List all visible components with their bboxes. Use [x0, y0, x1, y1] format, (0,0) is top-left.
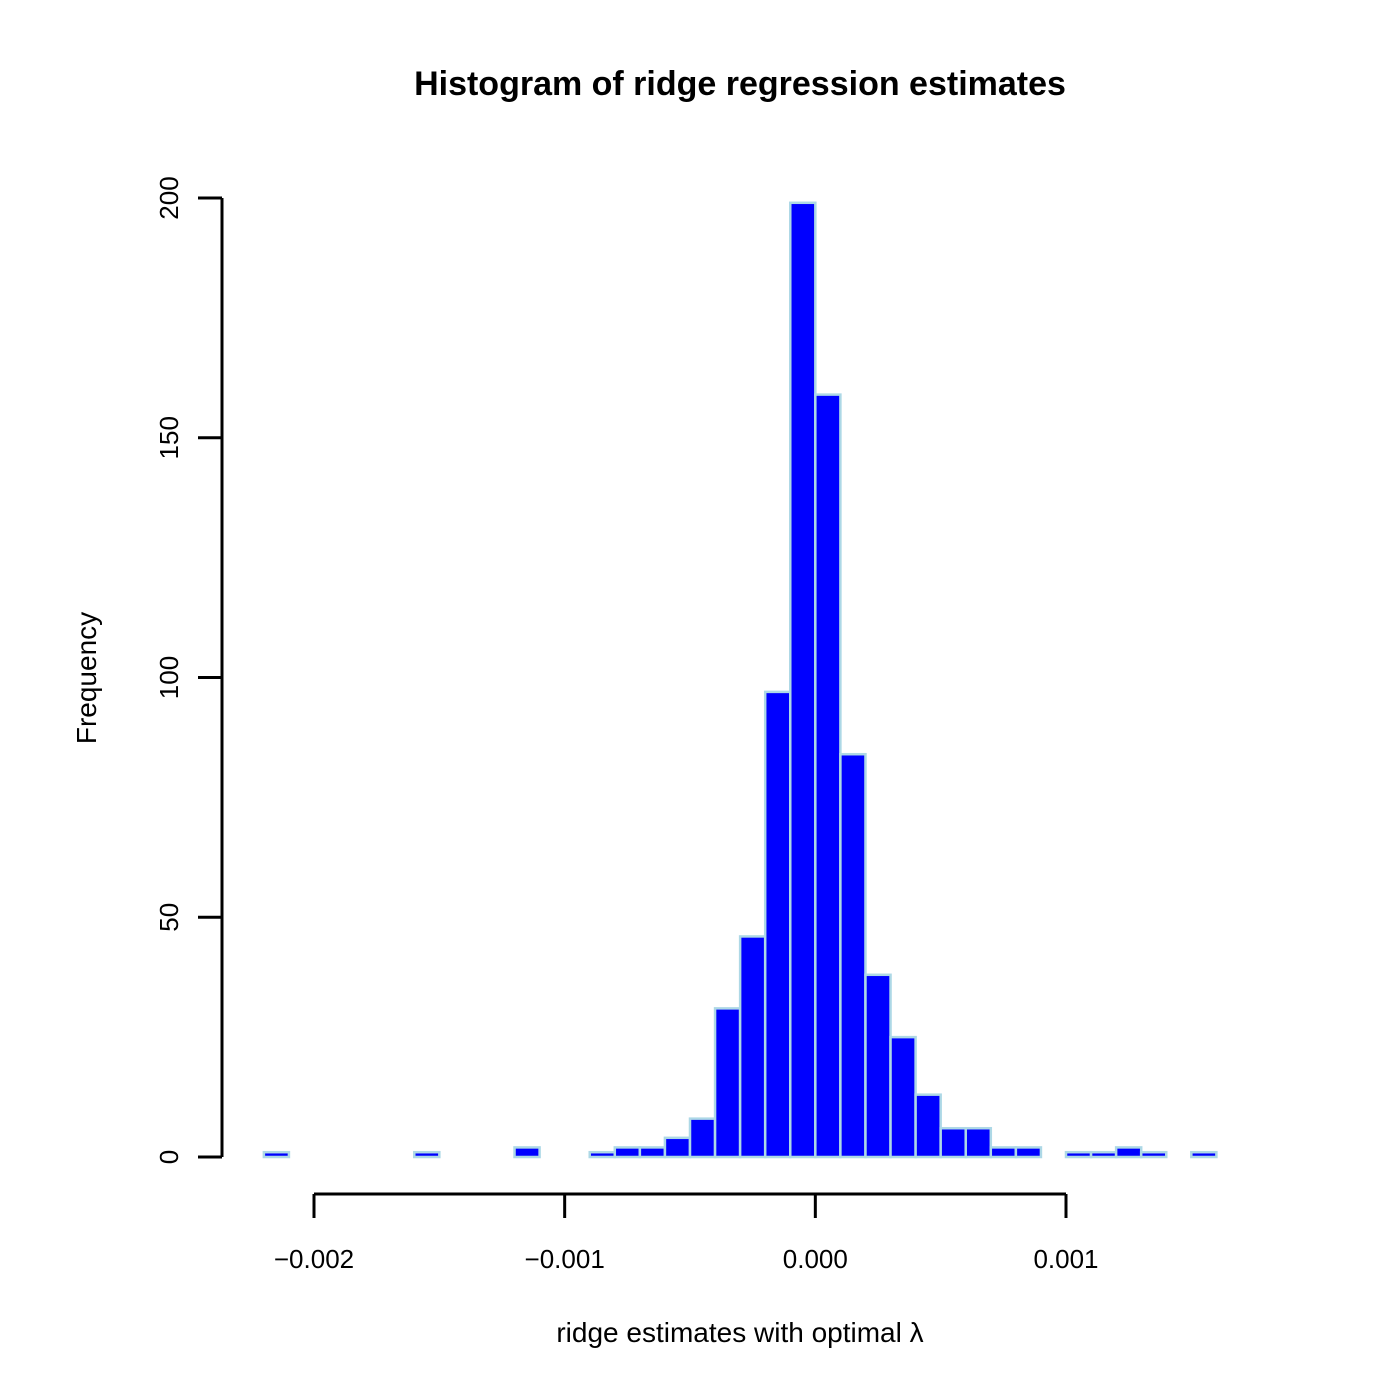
histogram-bar: [839, 752, 867, 1159]
histogram-bar: [964, 1126, 993, 1159]
x-tick-label: −0.002: [274, 1244, 354, 1274]
histogram-bar: [1139, 1150, 1168, 1159]
histogram-bar: [1114, 1146, 1143, 1159]
histogram-bar: [789, 201, 817, 1159]
x-axis: −0.002 −0.001 0.000 0.001: [274, 1192, 1099, 1274]
histogram-bar: [663, 1136, 692, 1159]
histogram-bar: [989, 1146, 1018, 1159]
histogram-bar: [1190, 1150, 1218, 1159]
histogram-bar: [513, 1146, 541, 1159]
y-tick-label: 50: [154, 903, 184, 932]
y-tick-label: 0: [154, 1150, 184, 1164]
bars-group: [262, 201, 1218, 1159]
histogram-bar: [939, 1126, 967, 1159]
x-axis-label: ridge estimates with optimal λ: [556, 1317, 923, 1348]
histogram-bar: [864, 973, 892, 1159]
histogram-bar: [763, 690, 792, 1159]
histogram-bar: [688, 1117, 717, 1159]
histogram-bar: [814, 393, 842, 1159]
y-tick-label: 100: [154, 656, 184, 699]
histogram-bar: [914, 1093, 942, 1159]
histogram-bar: [638, 1146, 667, 1159]
y-tick-label: 150: [154, 416, 184, 459]
y-axis: 0 50 100 150 200: [154, 176, 224, 1164]
histogram-bar: [1014, 1146, 1043, 1159]
y-tick-label: 200: [154, 176, 184, 219]
histogram-bar: [613, 1146, 642, 1159]
histogram-bar: [1064, 1150, 1093, 1159]
x-tick-label: −0.001: [525, 1244, 605, 1274]
y-axis-label: Frequency: [71, 612, 102, 744]
x-tick-label: 0.001: [1033, 1244, 1098, 1274]
histogram-bar: [738, 935, 767, 1159]
histogram-bar: [889, 1035, 917, 1159]
histogram-bar: [588, 1150, 617, 1159]
x-tick-label: 0.000: [783, 1244, 848, 1274]
histogram-bar: [713, 1007, 742, 1159]
histogram-bar: [1089, 1150, 1118, 1159]
histogram-bar: [413, 1150, 441, 1159]
chart-title: Histogram of ridge regression estimates: [414, 65, 1066, 103]
histogram-bar: [262, 1150, 291, 1159]
